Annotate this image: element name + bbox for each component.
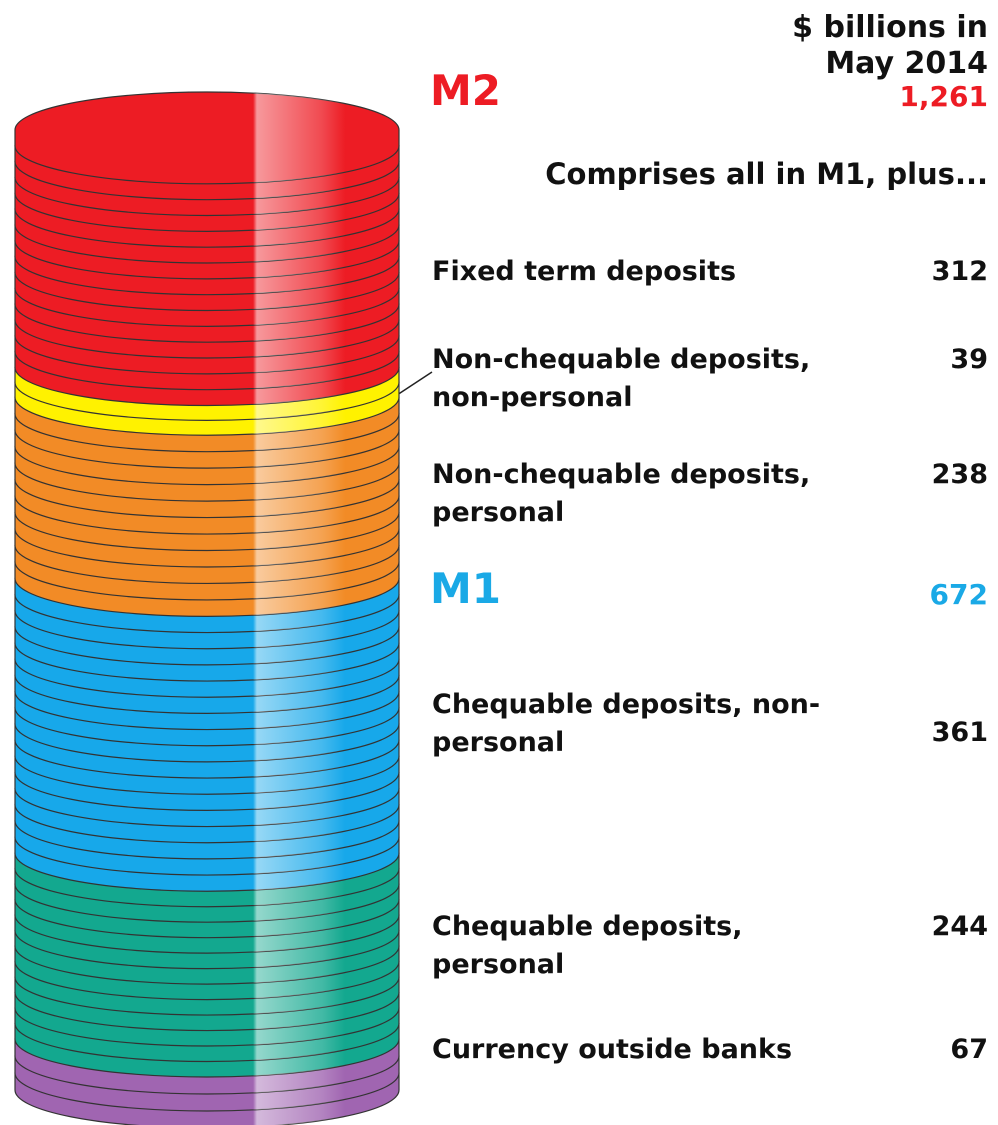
segment-value: 361: [932, 714, 988, 752]
total-value: 672: [930, 576, 988, 614]
coin-segment: [15, 92, 399, 406]
title: $ billions in May 2014: [728, 10, 988, 82]
segment-label: Currency outside banks: [432, 1031, 872, 1069]
total-name: M1: [430, 570, 501, 608]
segment-value: 238: [932, 456, 988, 494]
segment-label: Chequable deposits, personal: [432, 908, 872, 984]
total-value: 1,261: [899, 78, 988, 116]
segment-label: Non-chequable deposits, non-personal: [432, 341, 872, 417]
segment-label: Fixed term deposits: [432, 253, 872, 291]
segment-value: 39: [950, 341, 988, 379]
subtitle: Comprises all in M1, plus...: [545, 155, 988, 193]
page: $ billions in May 2014 Comprises all in …: [0, 0, 998, 1125]
total-name: M2: [430, 72, 501, 110]
segment-value: 244: [932, 908, 988, 946]
segment-value: 312: [932, 253, 988, 291]
segment-label: Chequable deposits, non-personal: [432, 686, 872, 762]
segment-label: Non-chequable deposits, personal: [432, 456, 872, 532]
leader-line: [394, 372, 432, 397]
segment-value: 67: [950, 1031, 988, 1069]
coin-shine: [15, 92, 399, 184]
